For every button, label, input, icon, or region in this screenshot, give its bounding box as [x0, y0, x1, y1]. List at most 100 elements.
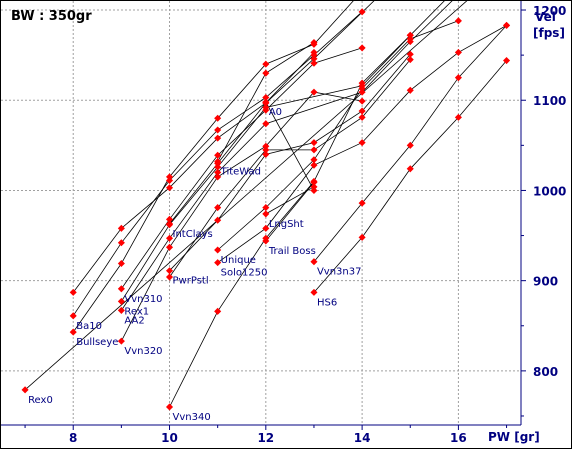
series-label: HS6 — [317, 297, 337, 308]
data-point — [214, 259, 222, 267]
series-label: PwrPstl — [173, 276, 209, 287]
data-point — [165, 173, 174, 181]
data-point — [262, 210, 270, 218]
data-point — [214, 158, 222, 166]
data-point — [262, 120, 270, 128]
grid-lines — [1, 1, 521, 425]
data-point — [503, 21, 511, 29]
data-point — [310, 48, 318, 56]
data-point — [358, 8, 366, 16]
x-tick-label: 12 — [257, 431, 274, 445]
series-line-12 — [217, 20, 459, 251]
data-point — [262, 142, 270, 150]
series-label: TiteWad — [220, 167, 261, 178]
x-tick-label: 10 — [161, 431, 178, 445]
series-label: Ba10 — [76, 321, 102, 332]
data-points — [21, 8, 511, 411]
chart-title: BW : 350gr — [11, 9, 92, 24]
data-point — [310, 183, 318, 191]
data-point — [165, 220, 174, 228]
series-line-3 — [72, 1, 375, 293]
series-label: Trail Boss — [268, 246, 316, 257]
data-point — [117, 239, 125, 247]
data-point — [262, 237, 270, 245]
data-point — [214, 307, 222, 315]
data-point — [406, 35, 414, 43]
y-axis-label-line1: Vel — [535, 10, 556, 24]
series-line-16 — [265, 186, 315, 215]
data-point — [262, 60, 270, 68]
series-line-19 — [313, 60, 507, 293]
data-point — [69, 288, 77, 296]
data-point — [310, 146, 318, 154]
data-point — [214, 126, 222, 134]
y-tick-label: 900 — [533, 275, 558, 289]
y-tick-label: 1200 — [533, 4, 566, 18]
data-point — [406, 56, 414, 64]
data-point — [310, 161, 318, 169]
series-label: IntClays — [173, 229, 213, 240]
x-axis-label: PW [gr] — [488, 430, 540, 444]
series-line-9 — [169, 53, 411, 271]
data-point — [310, 55, 318, 63]
data-point — [358, 44, 366, 52]
data-point — [214, 173, 222, 181]
series-line-6 — [121, 1, 453, 311]
data-point — [165, 176, 174, 185]
series-label: Bullseye — [76, 337, 118, 348]
data-point — [310, 258, 318, 266]
data-point — [214, 246, 222, 254]
data-point — [454, 74, 462, 82]
data-point — [358, 88, 366, 96]
data-point — [117, 285, 125, 293]
data-point — [358, 84, 366, 93]
data-point — [454, 113, 462, 121]
series-line-17 — [265, 182, 315, 242]
data-point — [165, 184, 174, 192]
data-point — [310, 288, 318, 296]
data-point — [358, 97, 366, 105]
data-point — [69, 328, 77, 336]
data-point — [165, 243, 174, 251]
data-point — [214, 134, 222, 142]
y-tick-label: 1100 — [533, 94, 566, 108]
x-tick-label: 14 — [354, 431, 371, 445]
x-tick-label: 16 — [450, 431, 467, 445]
data-point — [214, 163, 222, 171]
data-point — [165, 267, 174, 275]
data-point — [310, 139, 318, 147]
data-point — [310, 88, 318, 96]
data-point — [358, 113, 366, 121]
series-label: AA2 — [124, 315, 144, 326]
series-label: LngSht — [269, 219, 304, 230]
y-tick-label: 1000 — [533, 184, 566, 198]
y-tick-label: 800 — [533, 365, 558, 379]
data-point — [358, 199, 366, 207]
data-point — [406, 165, 414, 173]
series-line-0 — [24, 1, 468, 391]
data-point — [406, 86, 414, 94]
series-line-14 — [169, 35, 411, 408]
data-point — [262, 98, 270, 106]
data-point — [310, 59, 318, 67]
data-point — [165, 273, 174, 281]
data-point — [454, 17, 462, 25]
data-point — [262, 93, 270, 102]
data-point — [454, 48, 462, 56]
data-point — [310, 186, 318, 194]
series-label: Solo1250 — [221, 268, 268, 279]
data-point — [214, 204, 222, 212]
series-label: Vvn3n37 — [317, 267, 362, 278]
data-point — [117, 259, 125, 268]
data-point — [358, 79, 366, 87]
series-line-7 — [121, 91, 363, 342]
data-point — [165, 403, 174, 411]
data-point — [214, 168, 222, 176]
data-point — [21, 386, 29, 394]
data-point — [358, 107, 366, 115]
data-point — [310, 156, 318, 164]
series-label: Rex0 — [28, 395, 53, 406]
data-point — [358, 233, 366, 241]
